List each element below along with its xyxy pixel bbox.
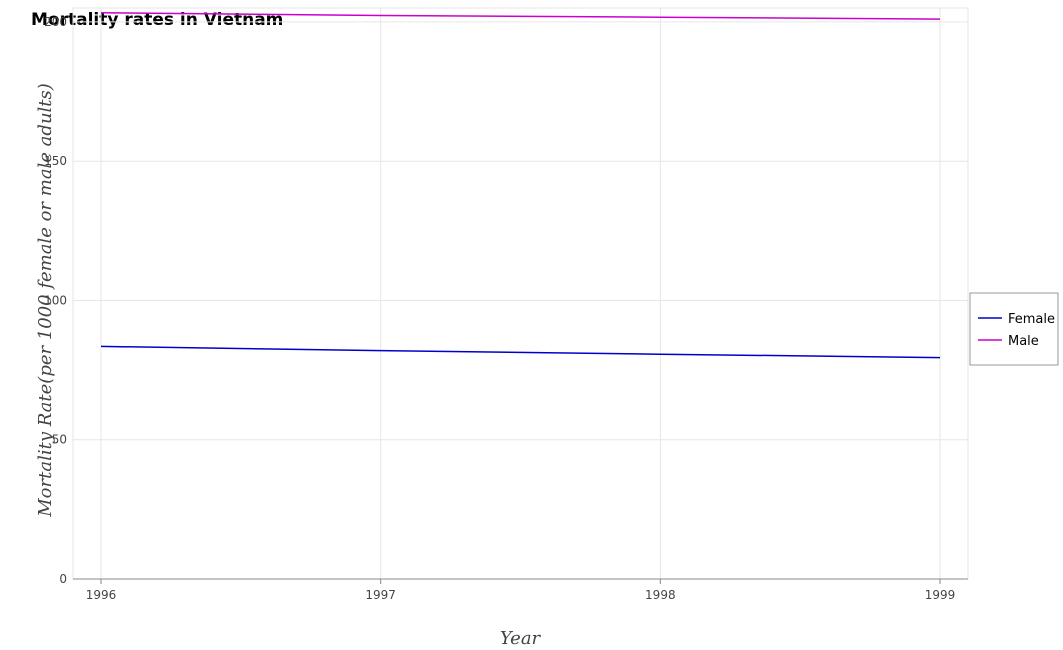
series-line-male [100, 11, 941, 20]
series-line-female [100, 345, 941, 359]
grid-lines [73, 8, 968, 580]
x-axis-label: Year [500, 628, 542, 649]
y-tick-label: 200 [44, 15, 67, 29]
legend-box [969, 292, 1059, 366]
y-tick-label: 50 [52, 433, 67, 447]
x-tick-label: 1997 [365, 588, 396, 602]
legend-label-male: Male [1008, 334, 1039, 349]
axes [72, 7, 969, 584]
series-lines [100, 11, 941, 359]
y-tick-label: 0 [59, 572, 67, 586]
legend-label-female: Female [1008, 312, 1055, 327]
tick-labels: 0 50 100 150 200 1996 1997 1998 1999 [44, 15, 955, 602]
plot-frame [72, 7, 969, 580]
x-tick-label: 1999 [925, 588, 956, 602]
y-tick-label: 100 [44, 293, 67, 307]
chart-title: Mortality rates in Vietnam [31, 10, 283, 30]
y-axis-label: Mortality Rate(per 1000 female or male a… [35, 83, 56, 518]
x-tick-label: 1998 [645, 588, 676, 602]
legend: Female Male [969, 292, 1059, 366]
y-tick-label: 150 [44, 154, 67, 168]
x-tick-label: 1996 [86, 588, 117, 602]
